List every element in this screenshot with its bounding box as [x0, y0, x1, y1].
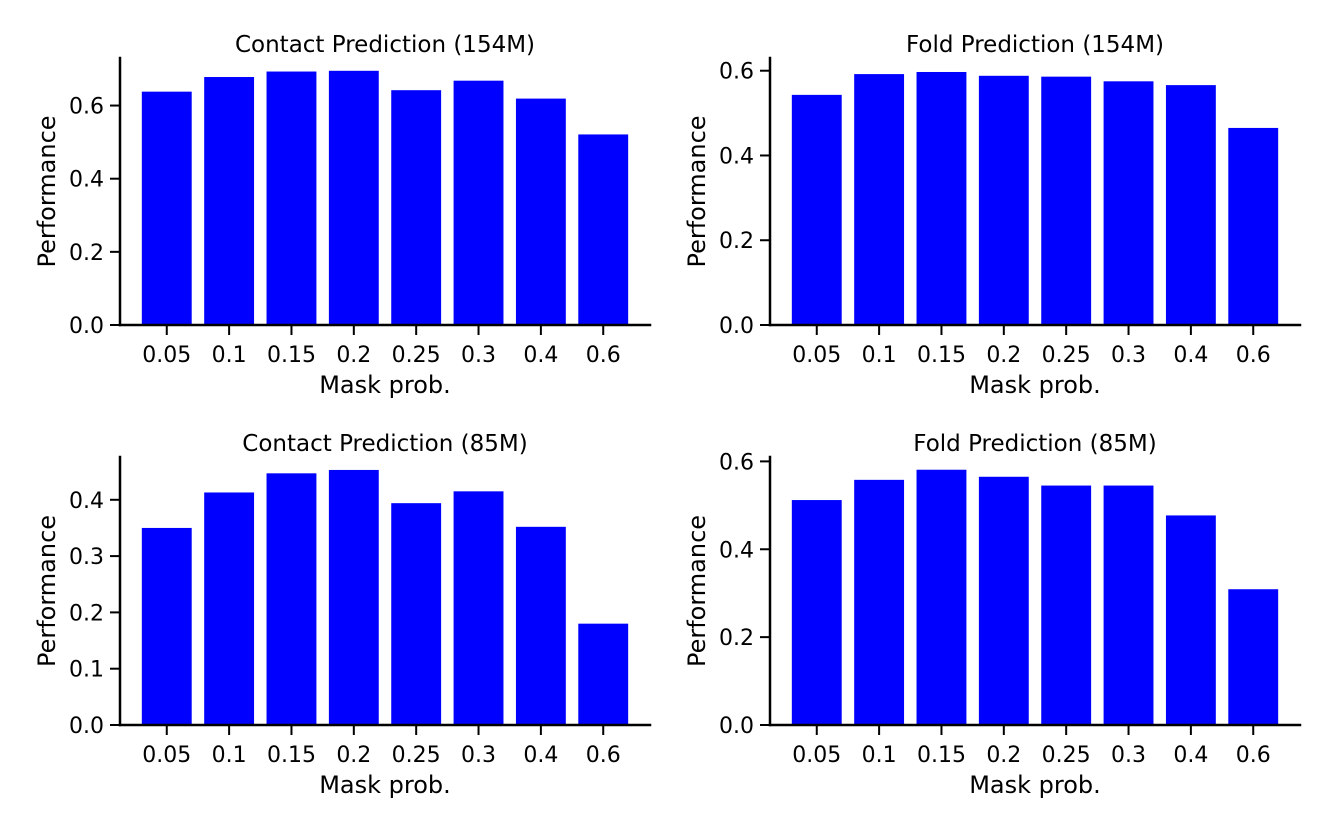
bar-contact-85m-6 — [515, 526, 566, 725]
x-axis-label: Mask prob. — [319, 771, 451, 799]
x-tick-label: 0.15 — [267, 743, 316, 768]
x-tick-label: 0.1 — [862, 743, 897, 768]
x-tick-label: 0.6 — [586, 343, 621, 368]
x-axis-label: Mask prob. — [969, 771, 1101, 799]
bar-fold-85m-6 — [1165, 515, 1216, 725]
x-tick-label: 0.15 — [917, 343, 966, 368]
bar-fold-85m-5 — [1103, 485, 1154, 725]
bar-contact-154m-1 — [204, 77, 255, 326]
bar-contact-154m-6 — [515, 98, 566, 325]
bar-contact-154m-7 — [578, 134, 629, 325]
x-tick-label: 0.6 — [1236, 343, 1271, 368]
x-tick-label: 0.05 — [142, 343, 191, 368]
x-tick-label: 0.3 — [461, 343, 496, 368]
bar-contact-85m-1 — [204, 492, 255, 725]
x-tick-label: 0.4 — [523, 343, 558, 368]
y-tick-label: 0.0 — [719, 714, 754, 739]
y-axis-label: Performance — [683, 115, 711, 267]
y-tick-label: 0.2 — [69, 241, 104, 266]
y-tick-label: 0.0 — [719, 314, 754, 339]
x-tick-label: 0.25 — [1042, 343, 1091, 368]
bar-contact-154m-4 — [391, 90, 442, 325]
bar-fold-85m-0 — [791, 500, 842, 725]
x-tick-label: 0.4 — [523, 743, 558, 768]
y-tick-label: 0.0 — [69, 314, 104, 339]
x-tick-label: 0.3 — [1111, 743, 1146, 768]
chart-title: Fold Prediction (154M) — [906, 32, 1164, 58]
x-tick-label: 0.1 — [212, 743, 247, 768]
bar-fold-154m-7 — [1228, 127, 1279, 326]
x-tick-label: 0.1 — [862, 343, 897, 368]
bar-fold-85m-1 — [854, 479, 905, 725]
x-tick-label: 0.05 — [142, 743, 191, 768]
x-tick-label: 0.3 — [461, 743, 496, 768]
y-tick-label: 0.6 — [69, 95, 104, 120]
y-tick-label: 0.1 — [69, 658, 104, 683]
x-tick-label: 0.25 — [392, 343, 441, 368]
subplot-fold-85m: 0.0 0.2 0.4 0.6 0.05 0.1 0.15 0.2 0.25 0.3 0.4 0.6 F… — [683, 431, 1302, 799]
y-axis-label: Performance — [33, 515, 61, 667]
chart-title: Contact Prediction (85M) — [242, 431, 527, 457]
chart-title: Contact Prediction (154M) — [235, 32, 535, 58]
bar-contact-154m-0 — [141, 91, 192, 326]
y-tick-label: 0.4 — [719, 538, 754, 563]
y-tick-label: 0.2 — [69, 601, 104, 626]
x-tick-label: 0.6 — [1236, 743, 1271, 768]
x-tick-label: 0.05 — [792, 343, 841, 368]
x-tick-label: 0.6 — [586, 743, 621, 768]
bar-contact-85m-4 — [391, 503, 442, 725]
bar-fold-154m-2 — [916, 71, 967, 326]
bar-contact-85m-5 — [453, 491, 504, 725]
bar-fold-85m-7 — [1228, 589, 1279, 725]
bar-fold-154m-5 — [1103, 81, 1154, 325]
x-axis-label: Mask prob. — [319, 371, 451, 399]
x-tick-label: 0.05 — [792, 743, 841, 768]
y-tick-label: 0.2 — [719, 229, 754, 254]
bar-fold-154m-6 — [1165, 85, 1216, 326]
x-tick-label: 0.2 — [986, 343, 1021, 368]
y-tick-label: 0.6 — [719, 450, 754, 475]
x-tick-label: 0.2 — [336, 343, 371, 368]
x-tick-label: 0.3 — [1111, 343, 1146, 368]
x-tick-label: 0.2 — [986, 743, 1021, 768]
bar-contact-85m-2 — [266, 473, 317, 725]
y-tick-label: 0.2 — [719, 626, 754, 651]
x-tick-label: 0.2 — [336, 743, 371, 768]
x-tick-label: 0.4 — [1173, 343, 1208, 368]
bar-contact-154m-2 — [266, 71, 317, 325]
x-tick-label: 0.1 — [212, 343, 247, 368]
y-tick-label: 0.6 — [719, 60, 754, 85]
y-tick-label: 0.4 — [69, 168, 104, 193]
bar-contact-154m-3 — [328, 70, 379, 325]
y-tick-label: 0.3 — [69, 545, 104, 570]
bar-fold-85m-3 — [978, 476, 1029, 725]
subplot-contact-85m: 0.0 0.1 0.2 0.3 0.4 0.05 0.1 0.15 0.2 0.25 0.3 0.4 0… — [33, 431, 652, 799]
y-tick-label: 0.0 — [69, 714, 104, 739]
subplot-fold-154m: 0.0 0.2 0.4 0.6 0.05 0.1 0.15 0.2 0.25 0.3 0.4 0.6 F… — [683, 32, 1302, 399]
y-tick-label: 0.4 — [719, 144, 754, 169]
chart-title: Fold Prediction (85M) — [913, 431, 1156, 457]
bar-fold-154m-0 — [791, 94, 842, 326]
bar-fold-154m-1 — [854, 74, 905, 325]
x-tick-label: 0.15 — [917, 743, 966, 768]
x-tick-label: 0.25 — [392, 743, 441, 768]
y-axis-label: Performance — [33, 115, 61, 267]
bar-contact-85m-7 — [578, 623, 629, 725]
bar-fold-85m-4 — [1041, 485, 1092, 725]
bar-fold-85m-2 — [916, 469, 967, 725]
x-tick-label: 0.25 — [1042, 743, 1091, 768]
bar-contact-154m-5 — [453, 80, 504, 326]
bar-fold-154m-3 — [978, 75, 1029, 325]
y-axis-label: Performance — [683, 515, 711, 667]
bar-contact-85m-0 — [141, 527, 192, 725]
x-axis-label: Mask prob. — [969, 371, 1101, 399]
y-tick-label: 0.4 — [69, 489, 104, 514]
subplot-contact-154m: 0.0 0.2 0.4 0.6 0.05 0.1 0.15 0.2 0.25 0.3 0.4 0.6 C… — [33, 32, 652, 399]
x-tick-label: 0.4 — [1173, 743, 1208, 768]
bar-fold-154m-4 — [1041, 76, 1092, 326]
x-tick-label: 0.15 — [267, 343, 316, 368]
bar-contact-85m-3 — [328, 469, 379, 725]
